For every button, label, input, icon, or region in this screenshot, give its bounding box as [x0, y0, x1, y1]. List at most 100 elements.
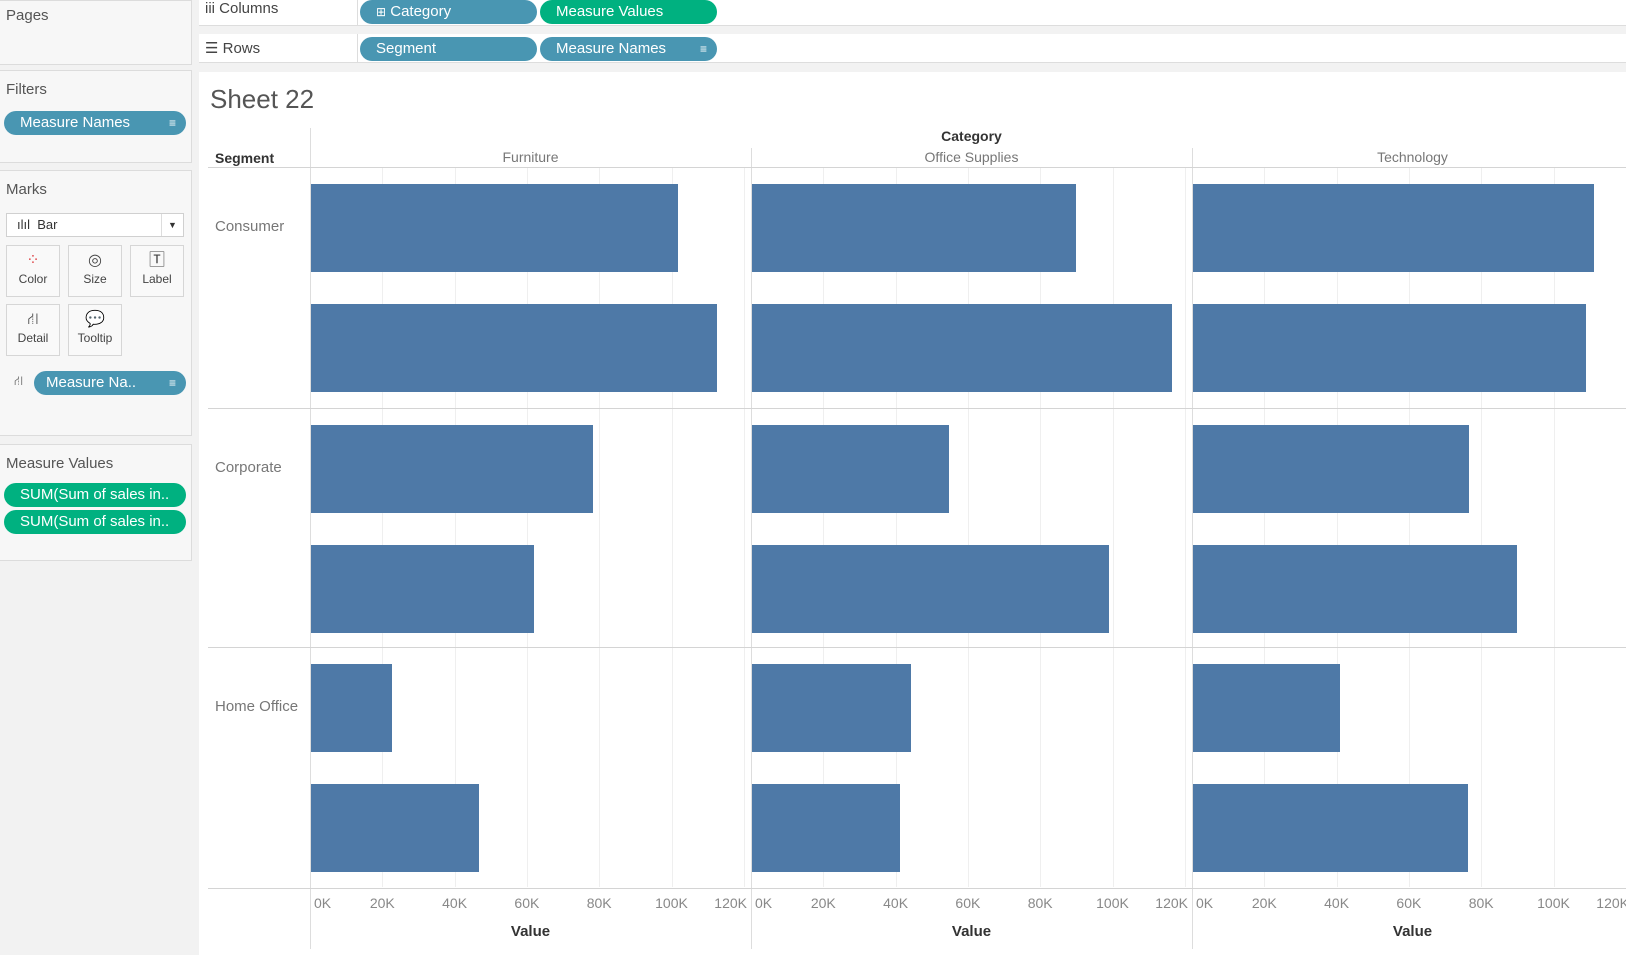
filters-title: Filters [6, 81, 47, 98]
row-pill-measure-names[interactable]: Measure Names ≡ [540, 37, 717, 61]
pane-divider [1192, 148, 1193, 949]
columns-shelf-label: iii Columns [199, 0, 358, 26]
x-tick-label: 0K [1196, 895, 1214, 911]
row-header-title: Segment [215, 150, 275, 166]
detail-button[interactable]: ⛙ Detail [6, 304, 60, 356]
color-icon: ⁘ [26, 252, 40, 269]
gridline [526, 167, 528, 887]
row-label-home-office: Home Office [215, 698, 299, 715]
gridline [967, 167, 969, 887]
detail-pill-label: Measure Na.. [46, 374, 137, 391]
gridline [823, 167, 825, 887]
size-button[interactable]: ◎ Size [68, 245, 122, 297]
bar [752, 184, 1076, 272]
sheet-title: Sheet 22 [210, 84, 315, 114]
x-tick-label: 100K [655, 895, 688, 911]
x-tick-label: 40K [442, 895, 468, 911]
bar [311, 664, 392, 752]
mark-type-dropdown[interactable]: ılıl Bar ▼ [6, 213, 184, 237]
columns-shelf[interactable]: iii Columns ⊞ Category Measure Values [199, 0, 1626, 26]
color-button[interactable]: ⁘ Color [6, 245, 60, 297]
row-divider [208, 888, 1626, 889]
pill-label: Category [390, 3, 452, 20]
bar [311, 784, 480, 872]
column-header-furniture: Furniture [502, 149, 559, 165]
detail-hierarchy-icon: ⛙ [14, 373, 24, 388]
pane-divider [751, 148, 752, 949]
column-pill-measure-values[interactable]: Measure Values [540, 0, 717, 24]
bar-chart-icon: ılıl [17, 217, 30, 232]
rows-shelf[interactable]: ☰ Rows Segment Measure Names ≡ [199, 34, 1626, 63]
x-tick-label: 20K [1251, 895, 1277, 911]
x-tick-label: 80K [1027, 895, 1053, 911]
x-tick-label: 40K [1324, 895, 1350, 911]
columns-label: Columns [219, 0, 279, 17]
gridline [743, 167, 745, 887]
bar [1193, 664, 1341, 752]
pill-label: Measure Names [556, 40, 667, 57]
gridline [1264, 167, 1266, 887]
sidebar: Pages Filters Measure Names ≡ Marks ılıl … [0, 0, 199, 955]
x-tick-label: 0K [755, 895, 773, 911]
x-tick-label: 40K [883, 895, 909, 911]
bar [311, 184, 679, 272]
bar [752, 545, 1109, 633]
bar [1193, 784, 1468, 872]
row-divider [208, 167, 1626, 168]
row-pill-segment[interactable]: Segment [360, 37, 537, 61]
column-header-technology: Technology [1377, 149, 1448, 165]
bar [311, 425, 594, 513]
x-tick-label: 60K [514, 895, 540, 911]
pane-divider [310, 128, 311, 949]
filters-card: Filters Measure Names ≡ [0, 70, 192, 163]
text-label-icon: 🅃 [148, 252, 165, 269]
x-tick-label: 60K [1396, 895, 1422, 911]
bar [1193, 184, 1595, 272]
row-divider [208, 647, 1626, 648]
rows-label: Rows [222, 40, 261, 57]
x-tick-label: 20K [810, 895, 836, 911]
sort-icon: ≡ [168, 376, 176, 390]
bar [311, 304, 717, 392]
rows-icon: ☰ [205, 40, 219, 57]
x-tick-label: 120K [1596, 895, 1626, 911]
gridline [1040, 167, 1042, 887]
bar [1193, 304, 1587, 392]
x-tick-label: 80K [1468, 895, 1494, 911]
filter-pill-label: Measure Names [20, 114, 131, 131]
row-divider [208, 408, 1626, 409]
gridline [1184, 167, 1186, 887]
measure-value-pill[interactable]: SUM(Sum of sales in.. [4, 510, 186, 534]
measure-value-pill[interactable]: SUM(Sum of sales in.. [4, 483, 186, 507]
gridline [895, 167, 897, 887]
pages-card: Pages [0, 0, 192, 65]
label-button[interactable]: 🅃 Label [130, 245, 184, 297]
bar [311, 545, 535, 633]
x-tick-label: 20K [369, 895, 395, 911]
detail-pill-measure-names[interactable]: Measure Na.. ≡ [34, 371, 186, 395]
row-label-consumer: Consumer [215, 218, 285, 235]
x-tick-label: 60K [955, 895, 981, 911]
x-axis-title: Value [510, 923, 551, 940]
x-tick-label: 120K [714, 895, 747, 911]
bar [752, 425, 950, 513]
column-pill-category[interactable]: ⊞ Category [360, 0, 537, 24]
filter-pill-measure-names[interactable]: Measure Names ≡ [4, 111, 186, 135]
x-tick-label: 80K [586, 895, 612, 911]
rows-shelf-label: ☰ Rows [199, 34, 358, 63]
column-header-title: Category [941, 128, 1002, 144]
size-icon: ◎ [88, 252, 102, 269]
bar [752, 784, 901, 872]
columns-icon: iii [205, 0, 215, 17]
x-tick-label: 100K [1537, 895, 1570, 911]
tooltip-button[interactable]: 💬 Tooltip [68, 304, 122, 356]
gridline [382, 167, 384, 887]
detail-hierarchy-icon: ⛙ [27, 311, 39, 328]
expand-plus-icon: ⊞ [376, 5, 387, 19]
column-header-office-supplies: Office Supplies [924, 149, 1019, 165]
gridline [1408, 167, 1410, 887]
color-label: Color [18, 272, 48, 286]
x-axis-title: Value [951, 923, 992, 940]
sort-icon: ≡ [699, 42, 707, 56]
marks-title: Marks [6, 181, 47, 198]
